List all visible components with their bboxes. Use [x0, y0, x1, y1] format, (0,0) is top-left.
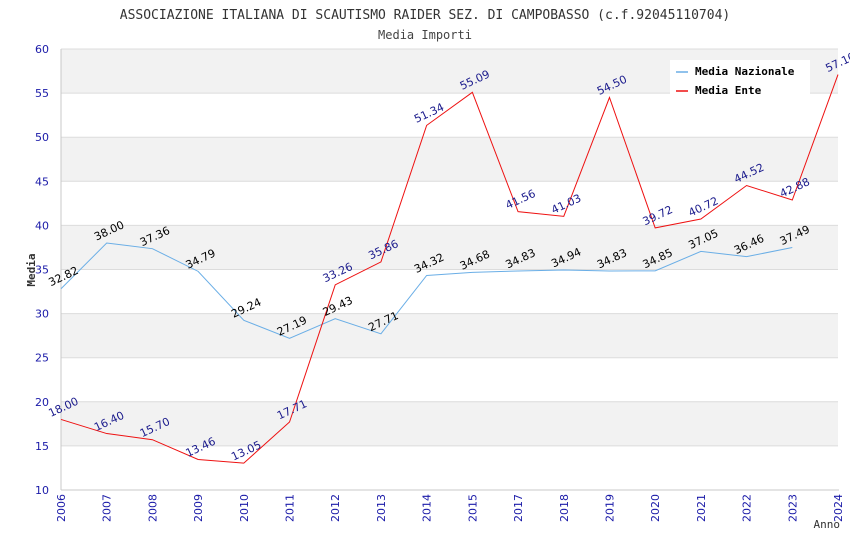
- series-lines: [60, 74, 839, 464]
- x-tick-label: 2022: [741, 494, 754, 522]
- y-tick-label: 60: [35, 43, 49, 56]
- y-tick-labels: 10 15 20 25 30 35 40 45 50 55 60: [35, 43, 49, 497]
- plot-band: [61, 137, 838, 182]
- x-tick-label: 2011: [284, 494, 297, 522]
- x-tick-label: 2009: [192, 494, 205, 522]
- x-tick-label: 2014: [421, 494, 434, 522]
- x-tick-label: 2006: [55, 494, 68, 522]
- y-tick-label: 15: [35, 440, 49, 453]
- plot-background-bands: [61, 49, 838, 490]
- series-line-media-nazionale: [60, 242, 793, 339]
- plot-band: [61, 225, 838, 270]
- x-tick-label: 2010: [238, 494, 251, 522]
- legend: Media Nazionale Media Ente: [670, 60, 810, 97]
- y-tick-label: 30: [35, 308, 49, 321]
- legend-box: [670, 60, 810, 96]
- x-tick-labels: 2006 2007 2008 2009 2010 2011 2012 2013 2014 2015…: [55, 494, 845, 522]
- x-tick-label: 2008: [146, 494, 159, 522]
- y-tick-label: 40: [35, 219, 49, 232]
- plot-band: [61, 269, 838, 314]
- x-tick-label: 2020: [649, 494, 662, 522]
- y-tick-label: 55: [35, 87, 49, 100]
- x-tick-label: 2023: [786, 494, 799, 522]
- plot-band: [61, 181, 838, 226]
- plot-band: [61, 313, 838, 358]
- x-tick-label: 2019: [603, 494, 616, 522]
- x-tick-label: 2012: [329, 494, 342, 522]
- x-axis-title: Anno: [814, 518, 841, 531]
- y-tick-label: 35: [35, 264, 49, 277]
- chart-title: ASSOCIAZIONE ITALIANA DI SCAUTISMO RAIDE…: [120, 8, 730, 23]
- plot-band: [61, 445, 838, 490]
- x-tick-label: 2021: [695, 494, 708, 522]
- x-tick-label: 2015: [466, 494, 479, 522]
- x-tick-label: 2018: [558, 494, 571, 522]
- plot-band: [61, 401, 838, 446]
- x-tick-label: 2013: [375, 494, 388, 522]
- legend-label-media-nazionale: Media Nazionale: [695, 65, 795, 78]
- y-tick-label: 20: [35, 396, 49, 409]
- plot-band: [61, 93, 838, 138]
- x-tick-label: 2007: [101, 494, 114, 522]
- x-tick-label: 2017: [512, 494, 525, 522]
- legend-label-media-ente: Media Ente: [695, 84, 762, 97]
- chart-subtitle: Media Importi: [378, 28, 472, 42]
- series-line-media-ente: [60, 74, 839, 464]
- plot-band: [61, 357, 838, 402]
- y-tick-label: 45: [35, 175, 49, 188]
- y-axis-title: Media: [25, 253, 38, 286]
- y-tick-label: 10: [35, 484, 49, 497]
- y-tick-label: 25: [35, 352, 49, 365]
- x-tick-label: 2024: [832, 494, 845, 522]
- y-tick-label: 50: [35, 131, 49, 144]
